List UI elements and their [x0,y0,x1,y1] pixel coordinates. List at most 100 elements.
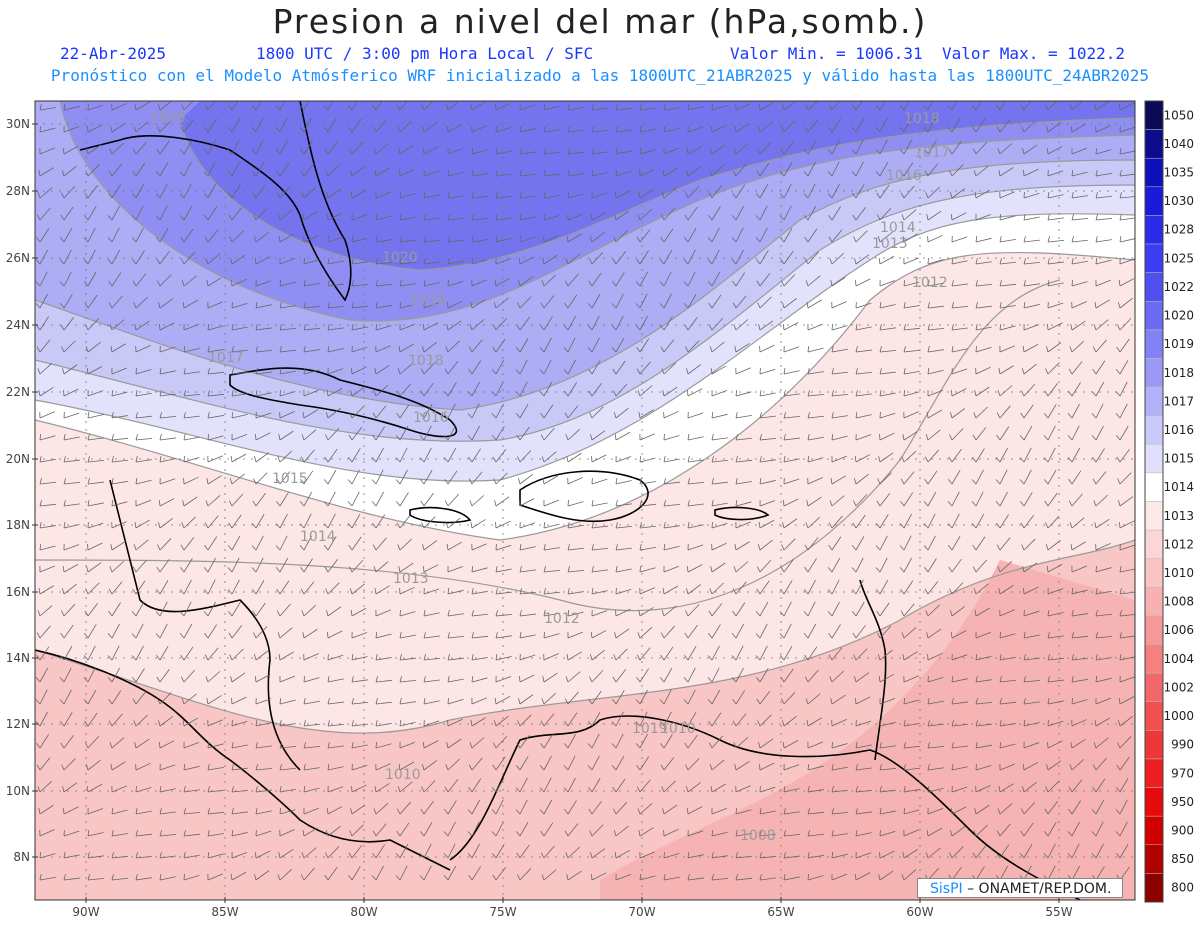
wind-barb [1095,172,1112,177]
wind-barb [231,767,248,771]
wind-barb-flag [421,786,425,793]
wind-barb-flag [36,214,41,221]
wind-barb [519,522,536,529]
wind-barb [471,448,482,463]
wind-barb [831,475,846,485]
wind-barb-flag [276,500,281,507]
wind-barb-flag [135,390,138,397]
wind-barb [111,227,120,243]
wind-barb [399,101,408,111]
wind-barb-flag [543,544,546,551]
wind-barb [807,161,816,177]
wind-barb-flag [60,303,65,309]
wind-barb [183,516,196,529]
wind-barb [159,623,168,639]
wind-barb [87,459,104,463]
wind-barb-flag [396,390,401,397]
wind-barb-flag [1044,500,1049,507]
wind-barb-flag [1021,126,1025,133]
wind-barb [375,261,392,265]
wind-barb [999,585,1014,595]
wind-barb [687,206,698,221]
wind-barb [399,169,415,177]
wind-barb-flag [1119,566,1122,573]
wind-barb [423,322,439,331]
wind-barb [639,457,656,463]
wind-barb [279,430,294,441]
wind-barb [495,568,512,573]
wind-barb [63,624,74,639]
wind-barb-flag [158,741,161,749]
wind-barb-flag [1023,632,1026,639]
wind-barb-flag [947,127,953,133]
wind-barb-flag [735,456,738,463]
wind-barb-flag [563,765,569,771]
wind-barb-flag [924,456,929,463]
colorbar-label: 1015 [1163,452,1194,466]
wind-barb [1047,539,1061,551]
wind-barb [591,406,604,419]
wind-barb [831,101,841,111]
wind-barb [543,653,559,661]
wind-barb-flag [1047,698,1050,705]
wind-barb [63,877,80,881]
wind-barb-flag [1023,654,1026,661]
wind-barb [879,255,895,265]
wind-barb [111,501,128,507]
wind-barb-flag [419,831,425,837]
wind-barb [615,456,632,463]
wind-barb [831,348,848,353]
wind-barb [903,117,912,133]
wind-barb [759,344,775,353]
wind-barb [111,623,120,639]
wind-barb-flag [711,829,714,837]
wind-barb [615,628,630,639]
wind-barb [855,454,871,463]
wind-barb-flag [589,412,593,419]
wind-barb-flag [780,676,785,683]
wind-barb [735,103,751,111]
wind-barb [63,106,80,111]
wind-barb [39,458,56,463]
wind-barb-flag [1047,280,1050,287]
wind-barb-flag [831,346,834,353]
wind-barb-flag [276,170,281,177]
wind-barb-flag [155,589,161,595]
wind-barb [63,645,73,661]
wind-barb [495,821,504,837]
wind-barb-flag [515,369,521,375]
wind-barb [1023,657,1040,661]
wind-barb [183,833,200,837]
wind-barb-flag [399,720,402,727]
wind-barb-flag [447,676,450,683]
wind-barb-flag [635,743,641,749]
wind-barb-flag [395,875,401,881]
wind-barb [303,282,320,287]
wind-barb-flag [35,259,41,265]
wind-barb-flag [543,170,546,177]
wind-barb-flag [684,214,689,221]
wind-barb [399,447,408,463]
wind-barb-flag [447,192,450,199]
wind-barb-flag [735,478,738,485]
wind-barb [519,654,536,661]
wind-barb [855,372,872,375]
wind-barb [1071,260,1088,265]
wind-barb [255,789,272,793]
wind-barb [567,524,584,529]
wind-barb-flag [279,302,282,309]
wind-barb-flag [1023,280,1026,287]
wind-barb-flag [1095,214,1098,221]
wind-barb [855,852,872,859]
wind-barb-flag [782,323,785,331]
wind-barb [255,350,272,353]
wind-barb [807,601,816,617]
lat-label: 18N [6,518,30,532]
wind-barb-flag [925,852,929,859]
wind-barb-flag [1022,566,1025,573]
wind-barb-flag [708,742,713,749]
wind-barb-flag [756,676,761,683]
wind-barb [591,711,601,727]
wind-barb-flag [1023,676,1026,683]
wind-barb [1095,339,1107,353]
